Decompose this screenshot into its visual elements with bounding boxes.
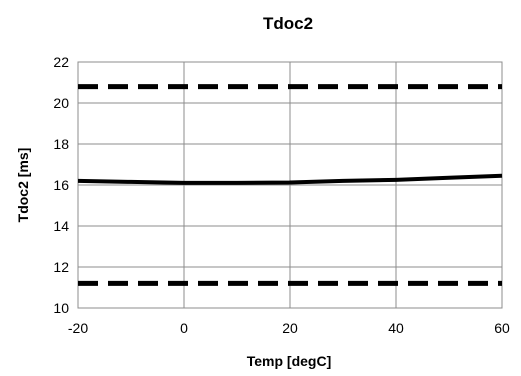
plot-area-frame	[77, 61, 503, 309]
y-tick-label: 22	[53, 54, 69, 70]
y-axis-label: Tdoc2 [ms]	[15, 148, 31, 223]
tick-labels: 10 12 14 16 18 20 22 -20 0 20 40 60	[53, 54, 510, 336]
y-tick-label: 16	[53, 177, 69, 193]
y-tick-label: 20	[53, 95, 69, 111]
grid	[77, 61, 503, 309]
x-tick-label: 60	[494, 320, 510, 336]
chart-title: Tdoc2	[263, 14, 313, 33]
y-tick-label: 18	[53, 136, 69, 152]
y-tick-label: 12	[53, 259, 69, 275]
series-layer	[77, 84, 503, 286]
x-tick-label: -20	[68, 320, 88, 336]
x-tick-label: 0	[180, 320, 188, 336]
x-tick-label: 40	[388, 320, 404, 336]
x-tick-label: 20	[282, 320, 298, 336]
y-tick-label: 14	[53, 218, 69, 234]
y-tick-label: 10	[53, 300, 69, 316]
series-line	[77, 173, 503, 185]
x-axis-label: Temp [degC]	[247, 353, 332, 369]
